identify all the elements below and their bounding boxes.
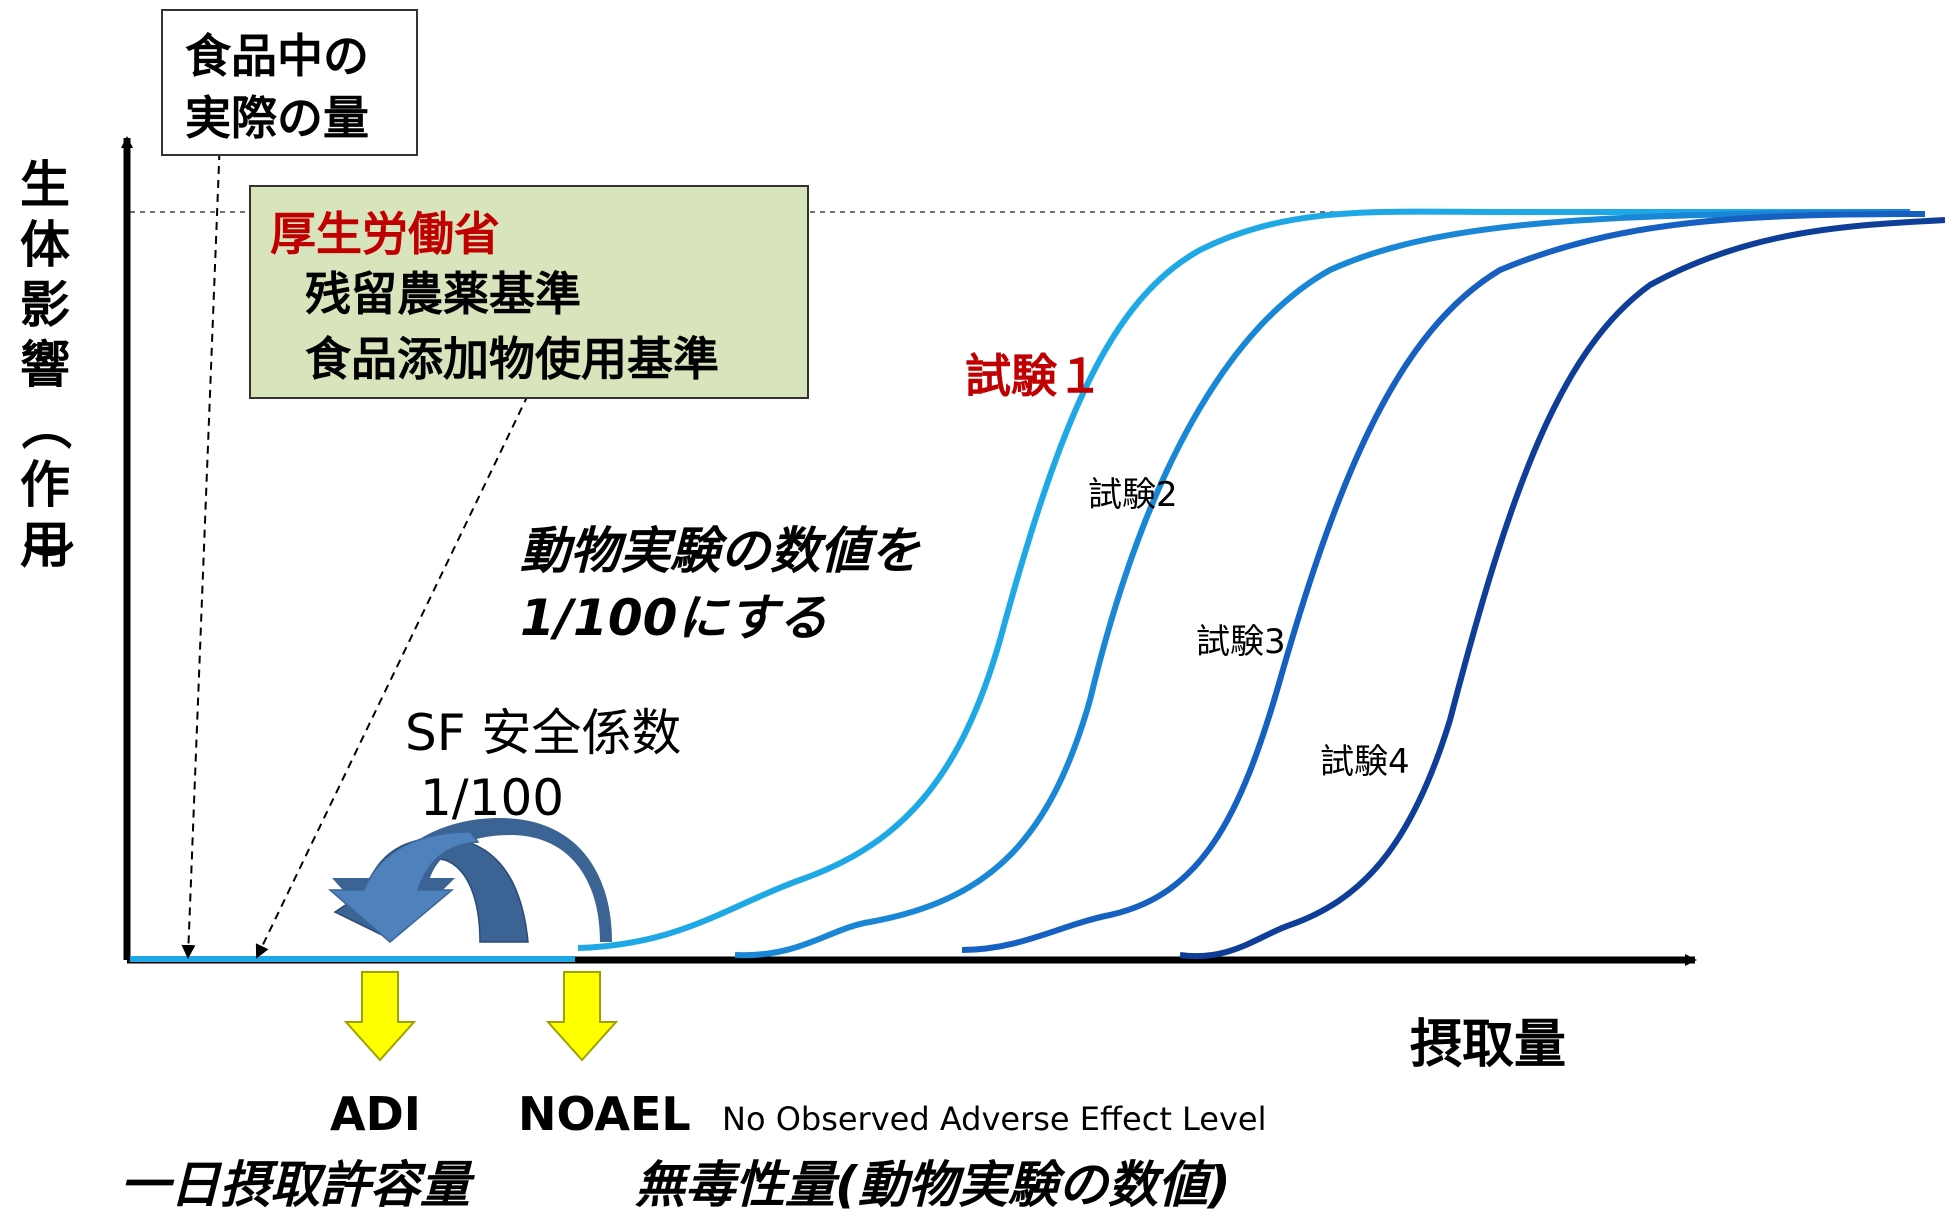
mhlw-standards-box bbox=[249, 185, 809, 399]
adi-marker-arrow bbox=[343, 971, 417, 1062]
actual-amount-box bbox=[161, 9, 418, 156]
y-axis-char: 響 bbox=[20, 336, 70, 394]
mhlw-org-label: 厚生労働省 bbox=[270, 207, 500, 261]
safety-factor-label: SF 安全係数 bbox=[405, 704, 681, 762]
noael-japanese-label: 無毒性量(動物実験の数値) bbox=[635, 1156, 1231, 1214]
mhlw-standard-pointer bbox=[255, 394, 529, 959]
reduce-note-line-2: 1/100にする bbox=[520, 589, 828, 647]
y-axis-char: 影 bbox=[20, 276, 70, 334]
actual-amount-line-2: 実際の量 bbox=[185, 91, 369, 145]
noael-full-name: No Observed Adverse Effect Level bbox=[722, 1100, 1267, 1138]
x-axis-label: 摂取量 bbox=[1410, 1015, 1566, 1075]
adi-label: ADI bbox=[330, 1087, 421, 1141]
curve-test-3 bbox=[961, 211, 1926, 953]
safety-factor-value: 1/100 bbox=[420, 769, 564, 827]
curve-test-4 bbox=[1179, 217, 1946, 960]
safety-factor-curved-arrow bbox=[327, 818, 612, 943]
adi-japanese-label: 一日摂取許容量 bbox=[120, 1156, 475, 1214]
y-axis-label: 生 体 影 響 （ 作 用 ） bbox=[16, 156, 76, 590]
curve-label-test-4: 試験4 bbox=[1320, 742, 1410, 782]
actual-amount-pointer bbox=[181, 137, 221, 959]
actual-amount-line-1: 食品中の bbox=[185, 29, 369, 83]
y-axis-char: 用 bbox=[20, 516, 70, 574]
mhlw-item-additive: 食品添加物使用基準 bbox=[305, 332, 719, 386]
curve-test-2 bbox=[734, 209, 1911, 959]
curve-label-test-3: 試験3 bbox=[1196, 622, 1286, 662]
y-axis-char: 生 bbox=[20, 156, 70, 214]
curve-label-test-2: 試験2 bbox=[1088, 475, 1178, 515]
noael-label: NOAEL bbox=[518, 1087, 691, 1141]
curve-label-test-1: 試験１ bbox=[965, 349, 1103, 403]
y-axis-char: ） bbox=[18, 540, 76, 590]
y-axis-char: 作 bbox=[20, 456, 70, 514]
y-axis-char: （ bbox=[16, 400, 74, 450]
reduce-note-line-1: 動物実験の数値を bbox=[520, 522, 921, 580]
mhlw-item-pesticide: 残留農薬基準 bbox=[305, 267, 581, 321]
noael-marker-arrow bbox=[545, 971, 619, 1062]
curve-test-1 bbox=[577, 208, 1910, 951]
y-axis-char: 体 bbox=[20, 216, 70, 274]
